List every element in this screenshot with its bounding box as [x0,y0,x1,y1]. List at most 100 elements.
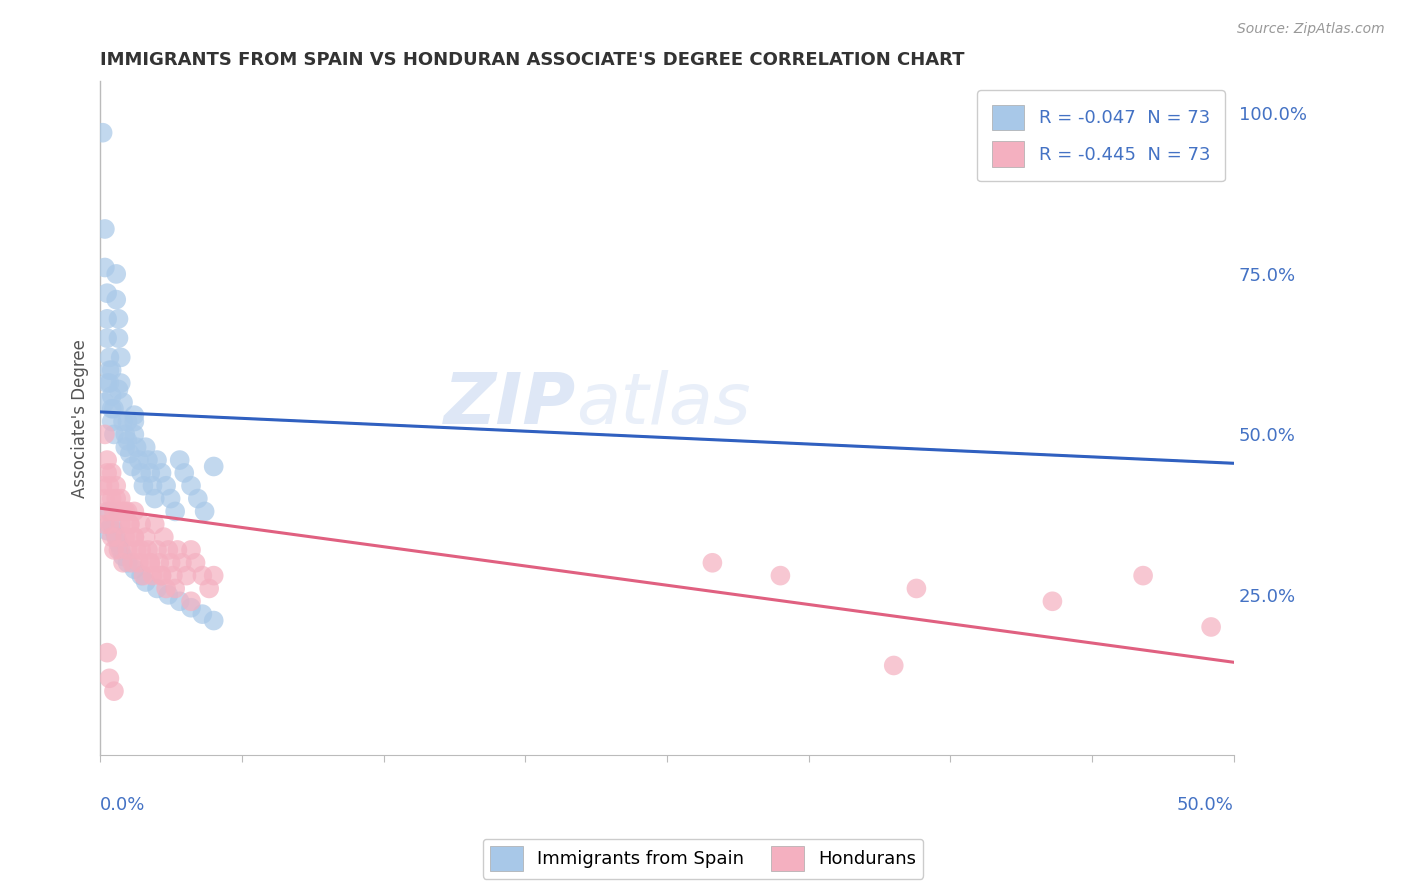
Point [94,491,117,506]
Point [96,331,118,345]
Point [170,556,193,570]
Point [194,504,217,518]
Point [103,524,125,538]
Point [107,543,129,558]
Point [100,517,122,532]
Point [103,684,125,698]
Point [110,376,132,390]
Point [202,459,225,474]
Point [117,415,139,429]
Point [114,504,136,518]
Point [124,427,146,442]
Point [117,434,139,448]
Point [107,504,129,518]
Point [191,607,214,621]
Point [98,351,121,365]
Point [143,491,166,506]
Point [155,582,177,596]
Point [180,479,202,493]
Point [146,453,169,467]
Point [114,427,136,442]
Text: IMMIGRANTS FROM SPAIN VS HONDURAN ASSOCIATE'S DEGREE CORRELATION CHART: IMMIGRANTS FROM SPAIN VS HONDURAN ASSOCI… [100,51,965,69]
Point [96,376,118,390]
Point [150,568,173,582]
Point [124,504,146,518]
Legend: Immigrants from Spain, Hondurans: Immigrants from Spain, Hondurans [482,838,924,879]
Point [139,556,162,570]
Point [105,491,128,506]
Point [105,530,128,544]
Point [107,311,129,326]
Point [111,549,134,564]
Point [159,491,181,506]
Point [129,543,152,558]
Point [91,126,114,140]
Point [110,517,132,532]
Text: atlas: atlas [576,370,751,440]
Point [136,453,159,467]
Point [107,331,129,345]
Point [103,427,125,442]
Point [165,582,187,596]
Point [148,556,170,570]
Point [117,543,139,558]
Point [157,588,180,602]
Point [114,530,136,544]
Point [110,543,132,558]
Point [173,466,195,480]
Point [96,504,118,518]
Point [111,415,134,429]
Point [100,415,122,429]
Point [100,401,122,416]
Point [100,466,122,480]
Point [132,479,155,493]
Point [166,543,188,558]
Point [96,524,118,538]
Point [94,222,117,236]
Point [121,556,143,570]
Point [96,453,118,467]
Point [118,517,141,532]
Point [128,453,150,467]
Point [103,504,125,518]
Point [98,479,121,493]
Point [105,530,128,544]
Point [157,543,180,558]
Point [202,614,225,628]
Point [128,556,150,570]
Point [141,479,163,493]
Point [96,311,118,326]
Y-axis label: Associate's Degree: Associate's Degree [72,339,89,498]
Point [135,440,157,454]
Point [150,466,173,480]
Point [124,415,146,429]
Point [100,491,122,506]
Point [107,383,129,397]
Point [141,568,163,582]
Point [180,594,202,608]
Point [124,562,146,576]
Point [769,568,792,582]
Point [124,530,146,544]
Point [103,401,125,416]
Point [129,466,152,480]
Point [118,447,141,461]
Text: ZIP: ZIP [444,370,576,440]
Point [202,568,225,582]
Point [100,530,122,544]
Point [111,556,134,570]
Point [103,543,125,558]
Point [125,440,148,454]
Point [117,504,139,518]
Point [100,363,122,377]
Point [135,530,157,544]
Point [124,530,146,544]
Point [198,582,221,596]
Point [110,351,132,365]
Point [180,600,202,615]
Text: 0.0%: 0.0% [100,796,146,814]
Point [118,517,141,532]
Point [165,504,187,518]
Point [176,568,198,582]
Point [96,646,118,660]
